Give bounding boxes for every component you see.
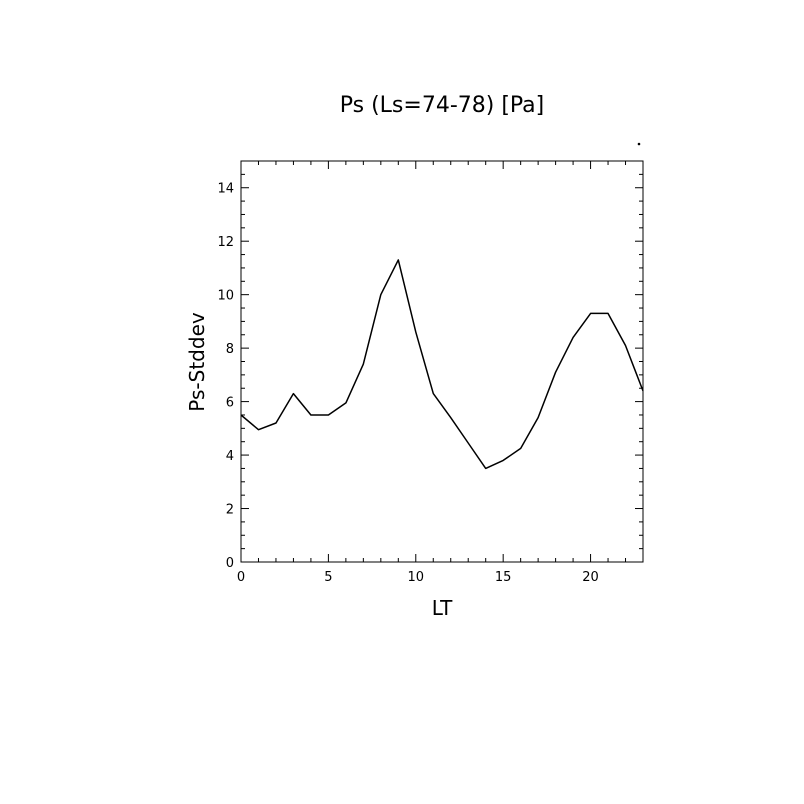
y-tick-label: 6 [226, 396, 234, 411]
x-tick-label: 20 [582, 570, 599, 585]
plot-frame [240, 160, 644, 563]
y-tick-label: 8 [226, 342, 234, 357]
y-tick-labels: 0 2 4 6 8 10 12 14 [217, 182, 234, 571]
x-axis-label: LT [432, 596, 453, 620]
y-tick-label: 2 [226, 503, 234, 518]
minor-ticks [241, 160, 644, 562]
y-tick-label: 14 [217, 182, 234, 197]
y-axis-label: Ps-Stddev [185, 312, 209, 412]
x-tick-label: 5 [324, 570, 332, 585]
y-tick-label: 4 [226, 449, 234, 464]
chart-title: Ps (Ls=74-78) [Pa] [340, 93, 545, 118]
series-layer [240, 259, 644, 470]
series-line [240, 259, 644, 470]
corner-dot-mark [637, 142, 641, 146]
x-tick-label: 15 [495, 570, 512, 585]
x-tick-label: 0 [237, 570, 245, 585]
x-tick-label: 10 [408, 570, 425, 585]
major-ticks [240, 161, 643, 563]
y-tick-label: 0 [226, 556, 234, 571]
x-tick-labels: 0 5 10 15 20 [237, 570, 599, 585]
y-tick-label: 12 [217, 235, 234, 250]
y-tick-label: 10 [217, 289, 234, 304]
